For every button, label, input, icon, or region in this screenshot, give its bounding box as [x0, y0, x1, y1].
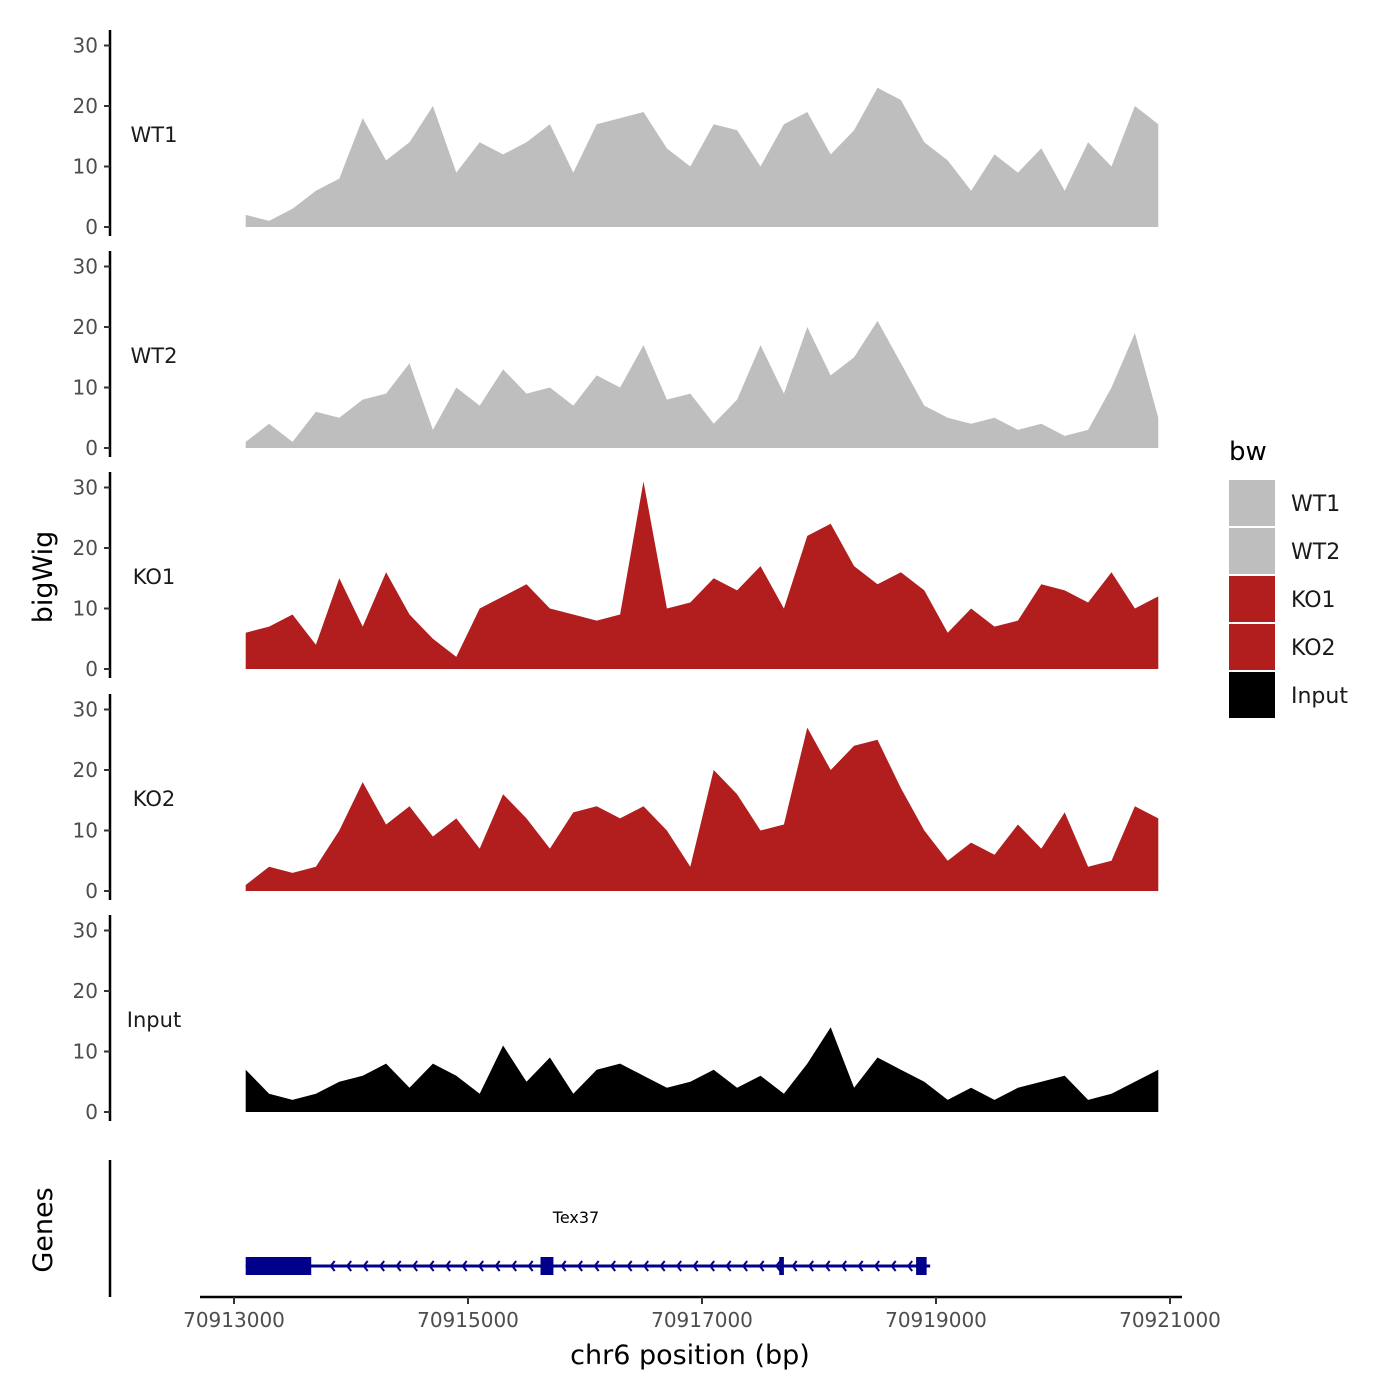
- legend-label: Input: [1291, 684, 1348, 709]
- track-label: WT1: [131, 123, 178, 147]
- strand-arrow: [609, 1260, 616, 1272]
- strand-arrow: [378, 1260, 385, 1272]
- coverage-area-wt1: [245, 87, 1159, 227]
- gene-label: Tex37: [552, 1208, 599, 1227]
- strand-arrow: [741, 1260, 748, 1272]
- strand-arrow: [758, 1260, 765, 1272]
- strand-arrow: [675, 1260, 682, 1272]
- track-label: KO1: [133, 565, 176, 589]
- strand-arrow: [560, 1260, 567, 1272]
- track-ko1: 0 10 20 30 KO1: [73, 472, 1159, 681]
- y-tick-label: 10: [73, 819, 98, 843]
- legend-key-wt1: [1229, 480, 1275, 526]
- track-label: WT2: [131, 344, 178, 368]
- y-tick-label: 0: [85, 1100, 98, 1124]
- y-tick-label: 0: [85, 436, 98, 460]
- strand-arrow: [824, 1260, 831, 1272]
- x-axis-title: chr6 position (bp): [570, 1340, 810, 1371]
- legend-title: bw: [1229, 437, 1267, 467]
- genes-panel: Tex37: [108, 1160, 931, 1297]
- strand-arrow: [461, 1260, 468, 1272]
- strand-arrow: [642, 1260, 649, 1272]
- strand-arrow: [345, 1260, 352, 1272]
- y-tick-label: 10: [73, 376, 98, 400]
- strand-arrow: [659, 1260, 666, 1272]
- y-tick-label: 20: [73, 536, 98, 560]
- strand-arrow: [890, 1260, 897, 1272]
- strand-arrow: [395, 1260, 402, 1272]
- gene-exon: [540, 1257, 554, 1275]
- strand-arrow: [873, 1260, 880, 1272]
- coverage-tracks: 0 10 20 30 WT1 0 10 20 30 WT2 0 10 20 30 KO1 0 10 20 30 KO2…: [73, 30, 1159, 1124]
- y-tick-label: 30: [73, 255, 98, 279]
- strand-arrow: [857, 1260, 864, 1272]
- strand-arrow: [626, 1260, 633, 1272]
- x-tick-label: 70913000: [183, 1308, 285, 1332]
- track-wt1: 0 10 20 30 WT1: [73, 30, 1159, 239]
- strand-arrow: [494, 1260, 501, 1272]
- strand-arrow: [510, 1260, 517, 1272]
- strand-arrow: [692, 1260, 699, 1272]
- track-label: KO2: [133, 787, 176, 811]
- y-tick-label: 30: [73, 34, 98, 58]
- coverage-area-input: [245, 1027, 1159, 1112]
- y-tick-label: 10: [73, 1040, 98, 1064]
- gene-exon: [245, 1257, 312, 1275]
- strand-arrow: [807, 1260, 814, 1272]
- y-tick-label: 10: [73, 155, 98, 179]
- genes-axis-title: Genes: [28, 1187, 59, 1272]
- x-tick-label: 70915000: [417, 1308, 519, 1332]
- strand-arrow: [329, 1260, 336, 1272]
- y-tick-label: 0: [85, 879, 98, 903]
- strand-arrow: [576, 1260, 583, 1272]
- legend-label: KO2: [1291, 636, 1336, 661]
- track-wt2: 0 10 20 30 WT2: [73, 251, 1159, 460]
- strand-arrow: [362, 1260, 369, 1272]
- y-tick-label: 30: [73, 698, 98, 722]
- legend-label: WT1: [1291, 492, 1340, 517]
- legend-key-wt2: [1229, 528, 1275, 574]
- strand-arrow: [411, 1260, 418, 1272]
- track-input: 0 10 20 30 Input: [73, 915, 1159, 1124]
- y-tick-label: 20: [73, 758, 98, 782]
- y-axis-title: bigWig: [28, 531, 59, 624]
- strand-arrow: [725, 1260, 732, 1272]
- legend-label: KO1: [1291, 588, 1336, 613]
- legend: bw WT1 WT2 KO1 KO2 Input: [1229, 437, 1348, 718]
- strand-arrow: [840, 1260, 847, 1272]
- coverage-area-ko1: [245, 481, 1159, 669]
- strand-arrow: [527, 1260, 534, 1272]
- legend-label: WT2: [1291, 540, 1340, 565]
- coverage-area-wt2: [245, 320, 1159, 448]
- y-tick-label: 20: [73, 979, 98, 1003]
- legend-key-ko2: [1229, 624, 1275, 670]
- track-label: Input: [127, 1008, 181, 1032]
- strand-arrow: [906, 1260, 913, 1272]
- x-tick-label: 70917000: [651, 1308, 753, 1332]
- strand-arrow: [791, 1260, 798, 1272]
- coverage-area-ko2: [245, 727, 1159, 891]
- gene-exon: [779, 1257, 784, 1275]
- y-tick-label: 20: [73, 94, 98, 118]
- y-tick-label: 20: [73, 315, 98, 339]
- x-tick-label: 70919000: [885, 1308, 987, 1332]
- y-tick-label: 30: [73, 476, 98, 500]
- x-axis: 70913000 70915000 70917000 70919000 70921000: [183, 1295, 1221, 1332]
- strand-arrow: [477, 1260, 484, 1272]
- strand-arrow: [593, 1260, 600, 1272]
- x-tick-label: 70921000: [1119, 1308, 1221, 1332]
- legend-key-ko1: [1229, 576, 1275, 622]
- y-tick-label: 10: [73, 597, 98, 621]
- y-tick-label: 0: [85, 657, 98, 681]
- strand-arrow: [774, 1260, 781, 1272]
- strand-arrow: [444, 1260, 451, 1272]
- track-ko2: 0 10 20 30 KO2: [73, 694, 1159, 903]
- y-tick-label: 0: [85, 215, 98, 239]
- y-tick-label: 30: [73, 919, 98, 943]
- strand-arrow: [428, 1260, 435, 1272]
- legend-key-input: [1229, 672, 1275, 718]
- strand-arrow: [708, 1260, 715, 1272]
- gene-exon: [916, 1257, 927, 1275]
